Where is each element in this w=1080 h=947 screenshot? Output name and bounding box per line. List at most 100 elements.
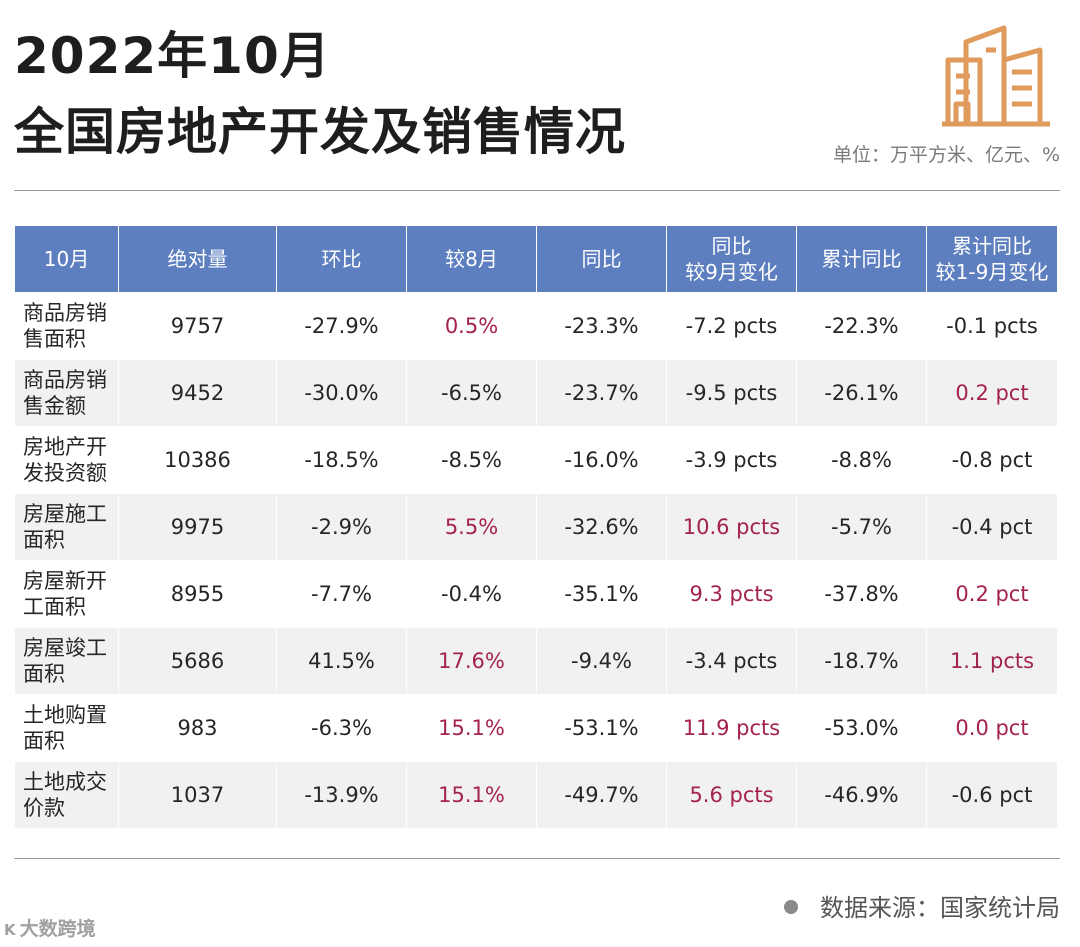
- table-cell: -0.6 pct: [927, 761, 1057, 828]
- table-row: 土地成交 价款 1037 -13.9% 15.1% -49.7% 5.6 pcts -46.9…: [15, 761, 1057, 828]
- table-cell: 9.3 pcts: [667, 560, 797, 627]
- table-cell: 0.2 pct: [927, 359, 1057, 426]
- row-label: 商品房销 售面积: [15, 292, 119, 359]
- table-row: 土地购置 面积 983 -6.3% 15.1% -53.1% 11.9 pcts -53.0%…: [15, 694, 1057, 761]
- column-header-line: 绝对量: [167, 247, 228, 271]
- watermark-logo-icon: K: [4, 921, 16, 939]
- data-table: 10月 绝对量 环比 较8月 同比 同比 较9月变化 累计同比 累计同比 较1-9月变化 商品房销…: [15, 226, 1057, 828]
- table-cell: 9452: [119, 359, 277, 426]
- column-header: 绝对量: [119, 226, 277, 292]
- table-cell: -2.9%: [277, 493, 407, 560]
- table-cell: -3.9 pcts: [667, 426, 797, 493]
- data-source: 数据来源：国家统计局: [784, 888, 1060, 923]
- table-cell: -23.3%: [537, 292, 667, 359]
- column-header-line: 环比: [321, 247, 362, 271]
- table-cell: 15.1%: [407, 761, 537, 828]
- row-label-line: 房地产开: [23, 435, 107, 459]
- table-cell: -27.9%: [277, 292, 407, 359]
- column-header-line: 同比: [711, 234, 752, 258]
- row-label: 土地购置 面积: [15, 694, 119, 761]
- column-header: 同比: [537, 226, 667, 292]
- buildings-icon: [942, 25, 1050, 127]
- table-cell: 5.6 pcts: [667, 761, 797, 828]
- table-row: 房屋新开 工面积 8955 -7.7% -0.4% -35.1% 9.3 pcts -37.8…: [15, 560, 1057, 627]
- column-header-line: 较8月: [445, 247, 498, 271]
- bottom-divider: [14, 858, 1060, 859]
- table-cell: -49.7%: [537, 761, 667, 828]
- row-label-line: 房屋新开: [23, 569, 107, 593]
- column-header-line: 较1-9月变化: [935, 260, 1049, 284]
- row-label-line: 价款: [23, 796, 65, 820]
- table-row: 商品房销 售金额 9452 -30.0% -6.5% -23.7% -9.5 pcts -26…: [15, 359, 1057, 426]
- table-cell: 17.6%: [407, 627, 537, 694]
- row-label-line: 商品房销: [23, 368, 107, 392]
- table-cell: -0.4 pct: [927, 493, 1057, 560]
- table-cell: -46.9%: [797, 761, 927, 828]
- table-cell: -9.5 pcts: [667, 359, 797, 426]
- row-label: 商品房销 售金额: [15, 359, 119, 426]
- column-header: 累计同比 较1-9月变化: [927, 226, 1057, 292]
- unit-note: 单位：万平方米、亿元、%: [832, 144, 1060, 166]
- row-label-line: 商品房销: [23, 301, 107, 325]
- watermark: K 大数跨境: [4, 914, 96, 941]
- row-label-line: 发投资额: [23, 461, 107, 485]
- table-cell: 11.9 pcts: [667, 694, 797, 761]
- table-cell: 15.1%: [407, 694, 537, 761]
- table-cell: -30.0%: [277, 359, 407, 426]
- row-label-line: 售面积: [23, 327, 86, 351]
- table-cell: -3.4 pcts: [667, 627, 797, 694]
- watermark-text: 大数跨境: [19, 918, 96, 940]
- table-cell: -53.0%: [797, 694, 927, 761]
- table-cell: -13.9%: [277, 761, 407, 828]
- table-cell: -7.7%: [277, 560, 407, 627]
- table-cell: -6.5%: [407, 359, 537, 426]
- row-label-line: 售金额: [23, 394, 86, 418]
- table-cell: 983: [119, 694, 277, 761]
- table-cell: -23.7%: [537, 359, 667, 426]
- table-cell: 0.2 pct: [927, 560, 1057, 627]
- table-body: 商品房销 售面积 9757 -27.9% 0.5% -23.3% -7.2 pcts -22.…: [15, 292, 1057, 828]
- row-label-line: 面积: [23, 662, 65, 686]
- row-label-line: 工面积: [23, 595, 86, 619]
- column-header: 同比 较9月变化: [667, 226, 797, 292]
- table-cell: 5686: [119, 627, 277, 694]
- table-row: 商品房销 售面积 9757 -27.9% 0.5% -23.3% -7.2 pcts -22.…: [15, 292, 1057, 359]
- column-header: 累计同比: [797, 226, 927, 292]
- column-header-line: 累计同比: [821, 247, 902, 271]
- table-cell: -18.7%: [797, 627, 927, 694]
- table-cell: -0.4%: [407, 560, 537, 627]
- row-label-line: 面积: [23, 528, 65, 552]
- column-header: 较8月: [407, 226, 537, 292]
- table-cell: -16.0%: [537, 426, 667, 493]
- table-cell: 1037: [119, 761, 277, 828]
- table-row: 房屋施工 面积 9975 -2.9% 5.5% -32.6% 10.6 pcts -5.7% -…: [15, 493, 1057, 560]
- row-label-line: 土地购置: [23, 703, 107, 727]
- page-title-line2: 全国房地产开发及销售情况: [14, 103, 626, 161]
- table-cell: 9975: [119, 493, 277, 560]
- table-cell: 41.5%: [277, 627, 407, 694]
- table-cell: -8.8%: [797, 426, 927, 493]
- column-header-line: 10月: [43, 247, 90, 271]
- table-row: 房屋竣工 面积 5686 41.5% 17.6% -9.4% -3.4 pcts -18.7%…: [15, 627, 1057, 694]
- table-cell: -0.8 pct: [927, 426, 1057, 493]
- table-cell: -35.1%: [537, 560, 667, 627]
- table-cell: -22.3%: [797, 292, 927, 359]
- table-cell: -53.1%: [537, 694, 667, 761]
- table-header-row: 10月 绝对量 环比 较8月 同比 同比 较9月变化 累计同比 累计同比 较1-9月变化: [15, 226, 1057, 292]
- column-header-line: 同比: [581, 247, 622, 271]
- row-label: 土地成交 价款: [15, 761, 119, 828]
- row-label-line: 房屋竣工: [23, 636, 107, 660]
- dot-icon: [784, 900, 798, 914]
- table-cell: -18.5%: [277, 426, 407, 493]
- table-cell: 10.6 pcts: [667, 493, 797, 560]
- table-cell: 10386: [119, 426, 277, 493]
- table-cell: -37.8%: [797, 560, 927, 627]
- data-source-text: 数据来源：国家统计局: [820, 894, 1060, 922]
- row-label: 房屋新开 工面积: [15, 560, 119, 627]
- column-header: 10月: [15, 226, 119, 292]
- row-label: 房屋施工 面积: [15, 493, 119, 560]
- table-cell: 8955: [119, 560, 277, 627]
- table-cell: -32.6%: [537, 493, 667, 560]
- table-cell: -0.1 pcts: [927, 292, 1057, 359]
- row-label-line: 面积: [23, 729, 65, 753]
